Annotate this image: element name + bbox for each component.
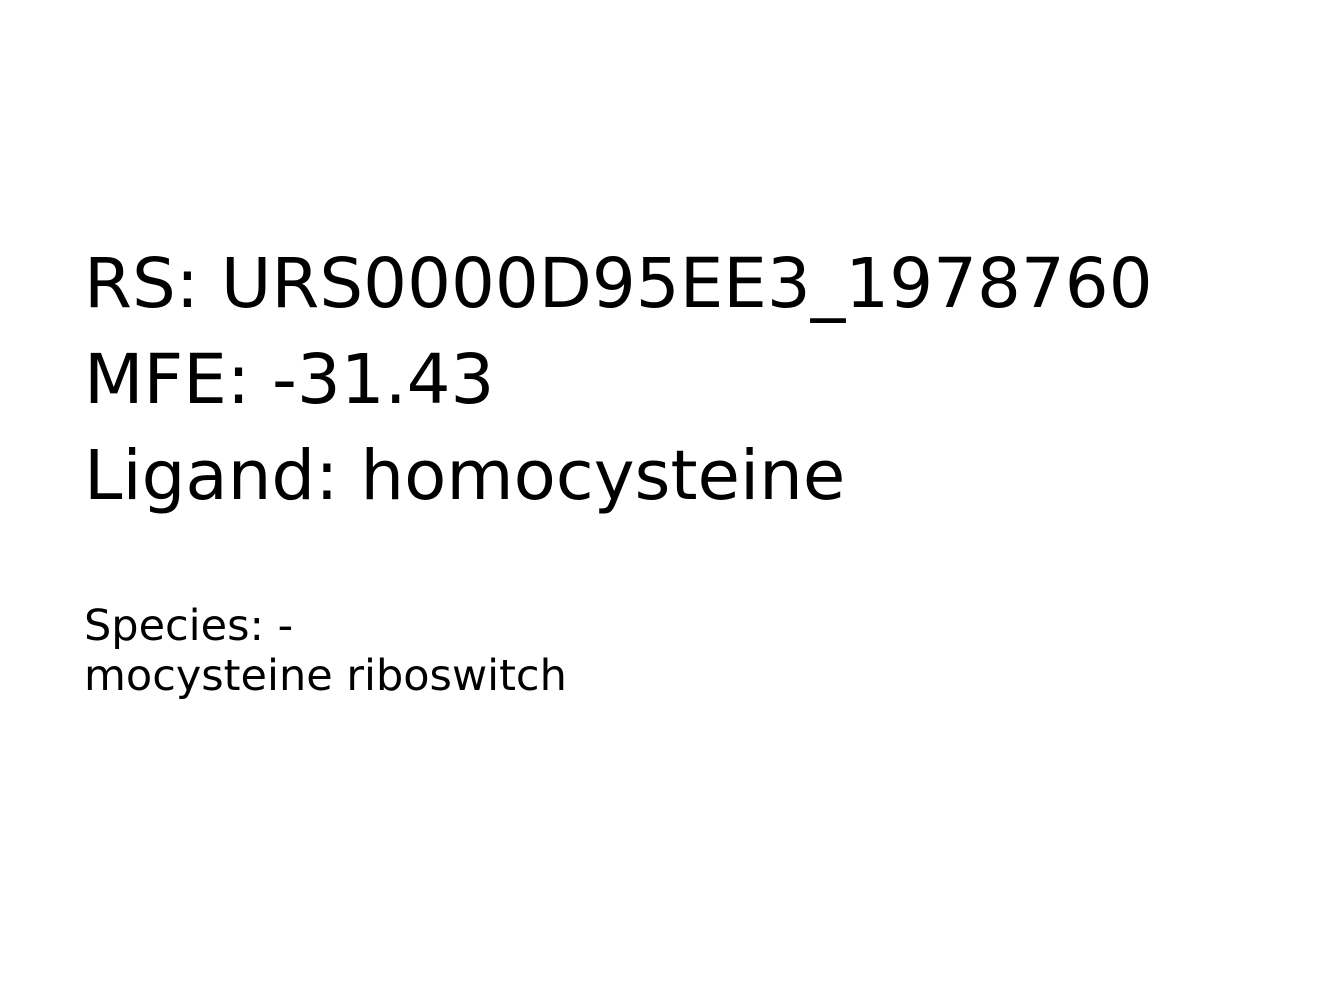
rs-identifier: RS: URS0000D95EE3_1978760 [84,244,1153,324]
species-label: Species: - [84,601,294,651]
ligand-name: Ligand: homocysteine [84,436,846,516]
description-text: mocysteine riboswitch [84,651,567,701]
mfe-value: MFE: -31.43 [84,340,495,420]
